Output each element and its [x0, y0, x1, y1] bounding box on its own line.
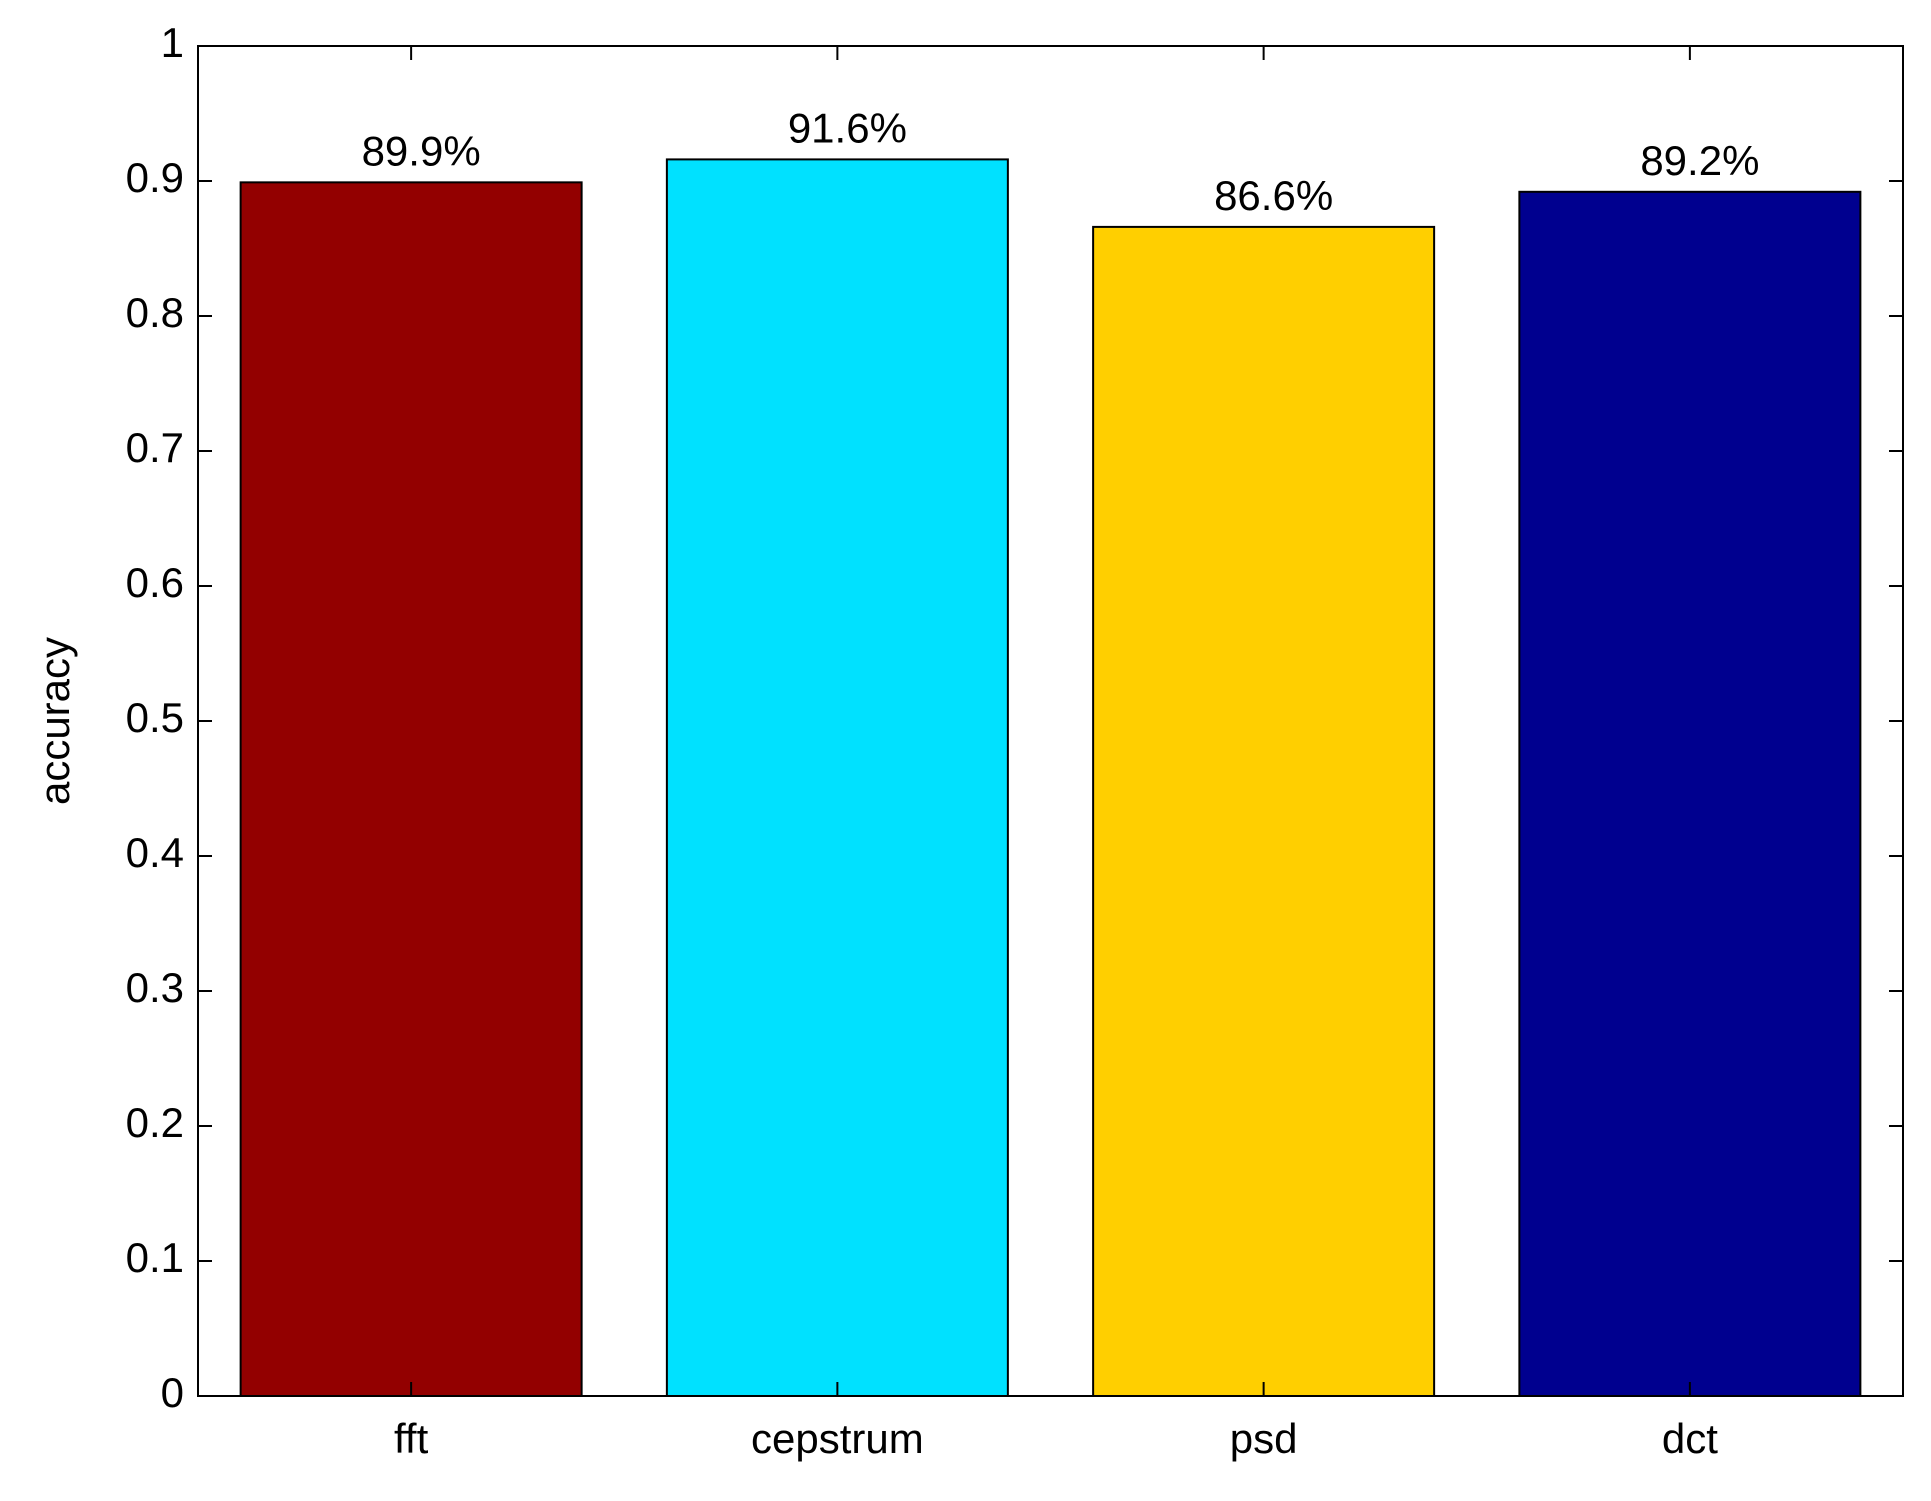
bar [1518, 190, 1862, 1397]
data-label: 89.9% [362, 127, 481, 174]
data-label: 89.2% [1640, 137, 1759, 184]
bar [239, 181, 583, 1398]
x-tick-label: psd [1230, 1415, 1298, 1462]
y-tick-label: 0.2 [126, 1099, 184, 1146]
bar [1092, 225, 1436, 1397]
plot-frame [197, 45, 1904, 1397]
y-tick-label: 0.4 [126, 829, 184, 876]
y-tick-label: 0.1 [126, 1234, 184, 1281]
y-tick-label: 0.8 [126, 289, 184, 336]
x-tick-label: cepstrum [751, 1415, 924, 1462]
y-tick-label: 0.5 [126, 694, 184, 741]
x-tick-label: fft [394, 1415, 429, 1462]
data-label: 86.6% [1214, 172, 1333, 219]
y-tick-label: 0.3 [126, 964, 184, 1011]
y-tick-label: 0.6 [126, 559, 184, 606]
data-label: 91.6% [788, 104, 907, 151]
y-tick-label: 0.7 [126, 424, 184, 471]
x-tick-label: dct [1662, 1415, 1718, 1462]
y-tick-label: 0 [161, 1369, 184, 1416]
y-tick-label: 1 [161, 19, 184, 66]
y-tick-label: 0.9 [126, 154, 184, 201]
bar [665, 158, 1009, 1397]
y-axis-label: accuracy [31, 637, 78, 805]
